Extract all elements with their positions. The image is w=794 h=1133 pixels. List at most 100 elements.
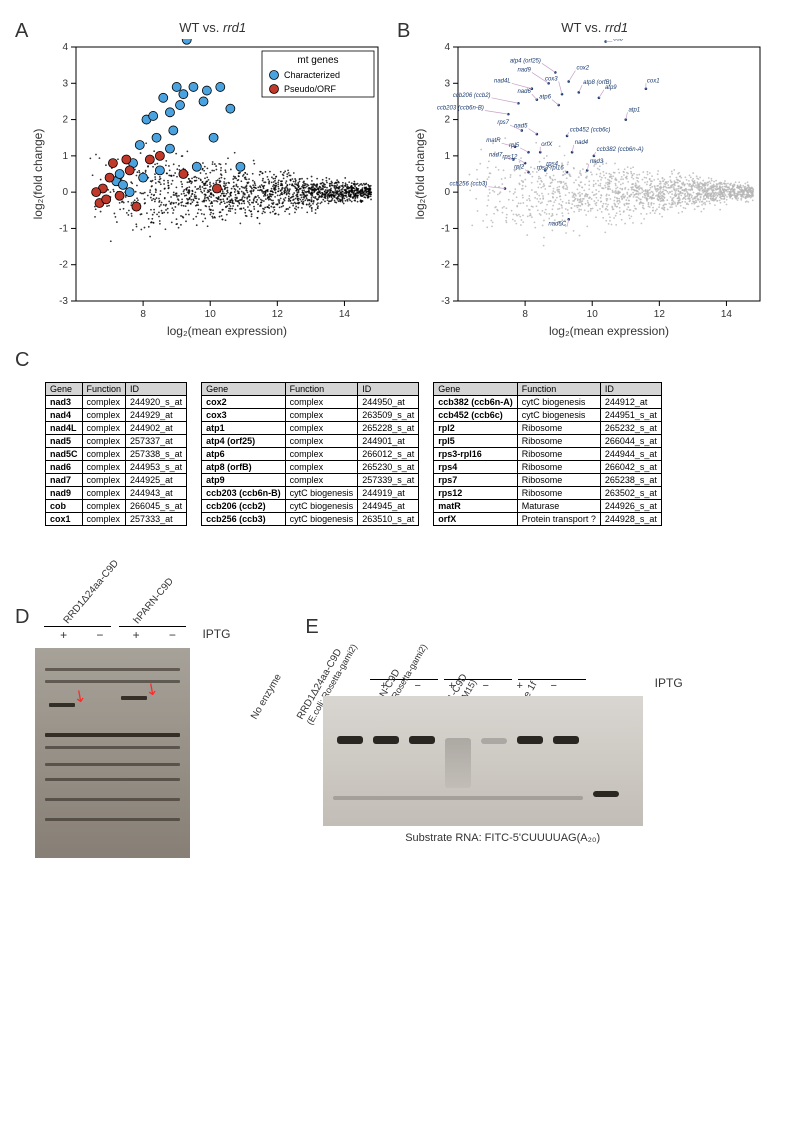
svg-text:nad4: nad4 <box>575 140 589 146</box>
table-row: ccb206 (ccb2)cytC biogenesis244945_at <box>202 500 419 513</box>
table-header: Function <box>517 383 600 396</box>
svg-text:0: 0 <box>63 187 69 198</box>
gene-table-2: GeneFunctionIDcox2complex244950_atcox3co… <box>201 382 419 526</box>
panel-a-chart: 8101214-3-2-101234log₂(mean expression)l… <box>28 39 388 339</box>
panel-d-group2: hPARN-C9D <box>132 576 176 626</box>
table-header: ID <box>126 383 187 396</box>
table-header: Gene <box>434 383 518 396</box>
svg-text:ccb256 (ccb3): ccb256 (ccb3) <box>450 182 488 188</box>
table-row: nad4Lcomplex244902_at <box>46 422 187 435</box>
svg-text:orfX: orfX <box>542 142 554 148</box>
svg-text:-3: -3 <box>59 296 68 307</box>
svg-text:cox3: cox3 <box>545 76 558 82</box>
panel-d-gel: ↘ ↘ <box>35 648 190 858</box>
svg-text:atp9: atp9 <box>605 85 617 91</box>
panel-e-gel <box>323 696 643 826</box>
panel-e-headers: No enzyme RRD1Δ24aa-C9D(E.coli; Rosetta-… <box>323 556 683 676</box>
table-row: nad7complex244925_at <box>46 474 187 487</box>
svg-text:8: 8 <box>141 309 147 320</box>
svg-text:rps7: rps7 <box>498 120 510 126</box>
panel-e-iptg: IPTG <box>655 676 683 690</box>
svg-text:matR: matR <box>487 138 502 144</box>
table-row: rps3-rpl16Ribosome244944_s_at <box>434 448 662 461</box>
panel-b-label: B <box>397 20 410 43</box>
table-header: ID <box>600 383 661 396</box>
table-header: Function <box>285 383 358 396</box>
panel-e-label: E <box>305 616 318 858</box>
panel-c-tables: GeneFunctionIDnad3complex244920_s_atnad4… <box>45 382 779 526</box>
svg-text:cox2: cox2 <box>577 66 590 72</box>
svg-text:0: 0 <box>445 187 451 198</box>
svg-text:cox1: cox1 <box>647 78 660 84</box>
svg-text:log₂(mean expression): log₂(mean expression) <box>549 324 669 338</box>
gene-table-3: GeneFunctionIDccb382 (ccb6n-A)cytC bioge… <box>433 382 662 526</box>
table-row: nad5Ccomplex257338_s_at <box>46 448 187 461</box>
svg-text:3: 3 <box>63 78 69 89</box>
svg-text:log₂(mean expression): log₂(mean expression) <box>167 324 287 338</box>
svg-text:log₂(fold change): log₂(fold change) <box>31 129 45 220</box>
svg-text:14: 14 <box>721 309 733 320</box>
svg-text:ccb452 (ccb6c): ccb452 (ccb6c) <box>570 127 611 133</box>
svg-text:ccb203 (ccb6n-B): ccb203 (ccb6n-B) <box>437 106 484 112</box>
svg-text:mt genes: mt genes <box>298 55 339 66</box>
svg-text:4: 4 <box>63 42 69 53</box>
table-row: cox1complex257333_at <box>46 513 187 526</box>
panel-e-substrate: Substrate RNA: FITC-5'CUUUUAG(A₂₀) <box>323 832 683 844</box>
svg-text:nad5: nad5 <box>514 124 528 130</box>
svg-text:4: 4 <box>445 42 451 53</box>
table-row: ccb382 (ccb6n-A)cytC biogenesis244912_at <box>434 396 662 409</box>
svg-text:nad6: nad6 <box>518 89 532 95</box>
table-row: atp1complex265228_s_at <box>202 422 419 435</box>
table-header: Gene <box>46 383 83 396</box>
panel-d-group1: RRD1Δ24aa-C9D <box>62 558 122 626</box>
table-row: rps4Ribosome266042_s_at <box>434 461 662 474</box>
table-row: rpl5Ribosome266044_s_at <box>434 435 662 448</box>
svg-text:10: 10 <box>587 309 599 320</box>
svg-text:12: 12 <box>272 309 284 320</box>
panel-d-pm-row: + − + − <box>45 628 190 642</box>
svg-text:Pseudo/ORF: Pseudo/ORF <box>284 84 337 94</box>
svg-text:8: 8 <box>523 309 529 320</box>
table-row: rps7Ribosome265238_s_at <box>434 474 662 487</box>
panel-a-title: WT vs. rrd1 <box>28 20 397 35</box>
table-row: rps12Ribosome263502_s_at <box>434 487 662 500</box>
panel-a-label: A <box>15 20 28 43</box>
svg-text:10: 10 <box>205 309 217 320</box>
table-header: Gene <box>202 383 286 396</box>
panel-d-iptg: IPTG <box>202 627 230 641</box>
svg-text:1: 1 <box>445 151 451 162</box>
svg-text:-3: -3 <box>441 296 450 307</box>
svg-text:nad4L: nad4L <box>494 78 511 84</box>
table-row: cox2complex244950_at <box>202 396 419 409</box>
svg-text:rps3-rpl16: rps3-rpl16 <box>537 165 565 171</box>
panel-d-label: D <box>15 606 29 858</box>
table-row: nad9complex244943_at <box>46 487 187 500</box>
svg-text:nad3: nad3 <box>590 159 604 165</box>
table-row: ccb452 (ccb6c)cytC biogenesis244951_s_at <box>434 409 662 422</box>
svg-text:-1: -1 <box>441 223 450 234</box>
svg-text:rpl5: rpl5 <box>509 143 520 149</box>
table-row: atp9complex257339_s_at <box>202 474 419 487</box>
svg-text:-2: -2 <box>441 260 450 271</box>
table-row: nad4complex244929_at <box>46 409 187 422</box>
table-row: atp4 (orf25)complex244901_at <box>202 435 419 448</box>
svg-text:cob: cob <box>614 39 624 43</box>
svg-text:atp6: atp6 <box>540 95 552 101</box>
svg-text:3: 3 <box>445 78 451 89</box>
gene-table-1: GeneFunctionIDnad3complex244920_s_atnad4… <box>45 382 187 526</box>
table-row: atp8 (orfB)complex265230_s_at <box>202 461 419 474</box>
table-row: orfXProtein transport ?244928_s_at <box>434 513 662 526</box>
svg-text:nad5C: nad5C <box>549 222 567 228</box>
svg-text:ccb382 (ccb6n-A): ccb382 (ccb6n-A) <box>597 147 644 153</box>
table-header: ID <box>358 383 419 396</box>
table-row: nad6complex244953_s_at <box>46 461 187 474</box>
table-row: nad3complex244920_s_at <box>46 396 187 409</box>
table-header: Function <box>82 383 126 396</box>
table-row: cox3complex263509_s_at <box>202 409 419 422</box>
svg-text:ccb206 (ccb2): ccb206 (ccb2) <box>453 93 491 99</box>
table-row: cobcomplex266045_s_at <box>46 500 187 513</box>
svg-text:1: 1 <box>63 151 69 162</box>
svg-text:nad9: nad9 <box>518 67 532 73</box>
svg-text:2: 2 <box>445 115 451 126</box>
table-row: rpl2Ribosome265232_s_at <box>434 422 662 435</box>
